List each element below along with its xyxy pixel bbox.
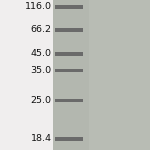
FancyBboxPatch shape [55, 69, 83, 72]
FancyBboxPatch shape [55, 137, 83, 140]
FancyBboxPatch shape [55, 137, 83, 141]
FancyBboxPatch shape [55, 5, 83, 9]
FancyBboxPatch shape [55, 99, 83, 102]
Text: 45.0: 45.0 [31, 50, 52, 58]
FancyBboxPatch shape [53, 0, 89, 150]
Text: 18.4: 18.4 [31, 134, 52, 143]
FancyBboxPatch shape [53, 0, 150, 150]
Text: 66.2: 66.2 [31, 26, 52, 34]
Text: 35.0: 35.0 [31, 66, 52, 75]
FancyBboxPatch shape [55, 28, 83, 32]
Text: 116.0: 116.0 [25, 2, 52, 11]
Text: 25.0: 25.0 [31, 96, 52, 105]
FancyBboxPatch shape [55, 52, 83, 56]
